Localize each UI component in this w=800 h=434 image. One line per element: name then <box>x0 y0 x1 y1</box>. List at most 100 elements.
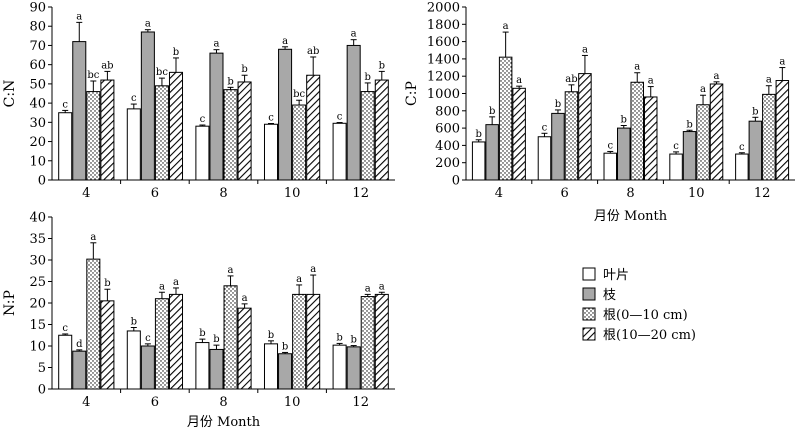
bar-root-10-20 <box>168 293 184 390</box>
bar-root-10-20 <box>100 300 115 390</box>
x-axis-label: 月份 Month <box>594 209 668 224</box>
bar-leaf <box>263 343 279 390</box>
y-tick-label: 30 <box>29 116 46 131</box>
x-tick-label: 12 <box>754 186 771 201</box>
significance-letter: bc <box>87 70 99 81</box>
y-tick-label: 60 <box>29 58 46 73</box>
bar-branch <box>346 44 361 181</box>
significance-letter: bc <box>156 67 168 78</box>
x-tick-label: 8 <box>626 186 634 201</box>
bar-root-0-10 <box>154 85 169 181</box>
significance-letter: a <box>714 71 720 82</box>
significance-letter: a <box>90 232 96 243</box>
significance-letter: a <box>76 11 82 22</box>
bar-leaf <box>195 342 210 390</box>
bar-root-0-10 <box>564 91 579 181</box>
x-tick-label: 6 <box>561 186 569 201</box>
y-tick-label: 200 <box>435 156 460 171</box>
significance-letter: b <box>131 317 137 328</box>
bar-root-10-20 <box>374 293 389 390</box>
significance-letter: b <box>199 328 205 339</box>
significance-letter: ab <box>307 46 319 57</box>
bar-root-10-20 <box>168 71 184 181</box>
y-tick-label: 80 <box>29 20 46 35</box>
y-tick-label: 2000 <box>427 1 460 16</box>
bar-branch <box>682 131 697 181</box>
bar-branch <box>551 112 565 181</box>
significance-letter: c <box>145 333 151 344</box>
bar-root-0-10 <box>762 93 776 181</box>
significance-letter: ab <box>565 74 577 85</box>
y-tick-label: 15 <box>29 318 46 333</box>
significance-letter: a <box>282 36 288 47</box>
bar-root-0-10 <box>292 293 307 390</box>
significance-letter: a <box>213 39 219 50</box>
x-tick-label: 10 <box>284 395 301 410</box>
bar-root-0-10 <box>630 81 644 181</box>
x-tick-label: 6 <box>151 186 159 201</box>
significance-letter: c <box>200 114 206 125</box>
y-tick-label: 50 <box>29 77 46 92</box>
significance-letter: a <box>503 21 509 32</box>
bar-root-10-20 <box>643 96 658 181</box>
y-tick-label: 600 <box>435 122 460 137</box>
significance-letter: b <box>241 64 247 75</box>
bar-root-10-20 <box>237 307 252 390</box>
y-tick-label: 1800 <box>427 18 460 33</box>
significance-letter: b <box>336 332 342 343</box>
x-tick-label: 12 <box>352 186 369 201</box>
significance-letter: a <box>766 75 772 86</box>
significance-letter: ab <box>101 60 113 71</box>
significance-letter: c <box>268 112 274 123</box>
significance-letter: a <box>634 62 640 73</box>
bar-leaf <box>58 334 73 390</box>
bar-branch <box>278 48 293 181</box>
bar-branch <box>140 31 155 181</box>
y-tick-label: 800 <box>435 104 460 119</box>
bar-root-0-10 <box>696 104 710 181</box>
y-tick-label: 40 <box>29 211 46 226</box>
y-tick-label: 0 <box>38 383 46 398</box>
bar-root-10-20 <box>306 293 321 390</box>
y-axis-label: N:P <box>2 290 18 316</box>
significance-letter: b <box>489 106 495 117</box>
significance-letter: b <box>379 60 385 71</box>
significance-letter: d <box>76 339 83 350</box>
significance-letter: a <box>242 293 248 304</box>
bar-branch <box>209 348 224 390</box>
y-tick-label: 1400 <box>427 52 460 67</box>
bar-branch <box>748 120 763 181</box>
significance-letter: b <box>104 278 110 289</box>
significance-letter: b <box>686 119 692 130</box>
significance-letter: b <box>365 72 371 83</box>
bar-root-10-20 <box>775 80 790 181</box>
y-tick-label: 40 <box>29 97 46 112</box>
bar-leaf <box>126 108 141 181</box>
bar-root-10-20 <box>709 83 724 181</box>
y-tick-label: 10 <box>29 154 46 169</box>
significance-letter: b <box>282 341 288 352</box>
y-tick-label: 0 <box>452 174 460 189</box>
bar-branch <box>72 350 87 390</box>
y-tick-label: 10 <box>29 340 46 355</box>
significance-letter: a <box>310 264 316 275</box>
significance-letter: b <box>350 335 356 346</box>
significance-letter: a <box>228 265 234 276</box>
significance-letter: c <box>673 141 679 152</box>
significance-letter: a <box>648 76 654 87</box>
bar-leaf <box>58 112 73 181</box>
bar-leaf <box>126 330 141 390</box>
bar-branch <box>278 353 293 390</box>
y-tick-label: 5 <box>38 361 46 376</box>
bar-root-0-10 <box>360 91 375 181</box>
significance-letter: a <box>516 75 522 86</box>
bar-branch <box>617 127 631 181</box>
bar-root-0-10 <box>223 285 238 390</box>
x-tick-label: 12 <box>352 395 369 410</box>
bar-root-0-10 <box>223 89 238 181</box>
x-tick-label: 4 <box>495 186 503 201</box>
significance-letter: b <box>227 76 233 87</box>
legend-swatch-root-0-10 <box>582 307 596 321</box>
y-tick-label: 20 <box>29 135 46 150</box>
